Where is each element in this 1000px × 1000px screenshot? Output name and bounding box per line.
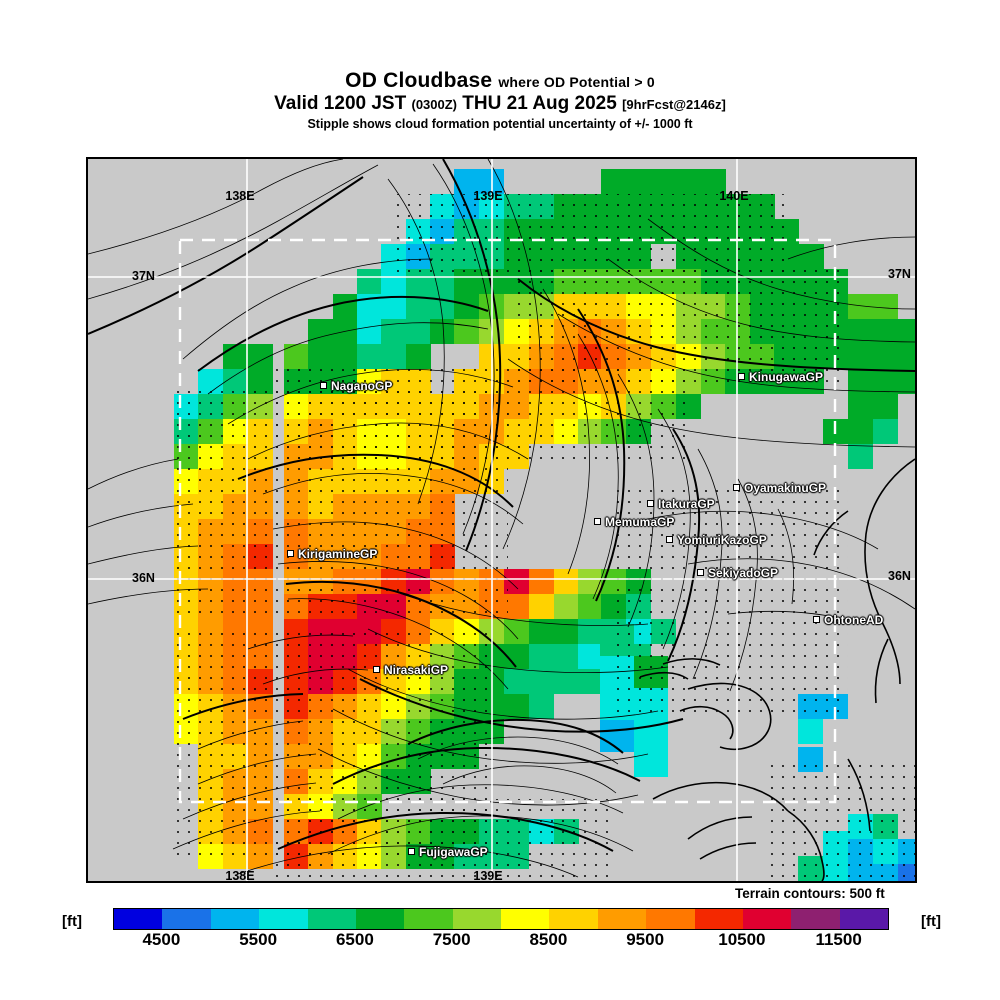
station-marker-icon bbox=[738, 373, 745, 381]
colorbar[interactable] bbox=[113, 908, 889, 930]
station-label: OhtoneAD bbox=[824, 612, 884, 627]
colorbar-tick-8500: 8500 bbox=[529, 930, 568, 949]
lat-label-36n-right: 36N bbox=[888, 569, 911, 583]
map-panel[interactable]: 138E 139E 140E 138E 139E 37N 36N NaganoG… bbox=[86, 157, 917, 883]
lon-label-138e-top: 138E bbox=[225, 189, 255, 203]
station-label: KirigamineGP bbox=[298, 546, 378, 561]
station-marker-icon bbox=[287, 550, 294, 558]
station-marker-icon bbox=[666, 536, 673, 544]
colorbar-tick-5500: 5500 bbox=[239, 930, 278, 949]
station-marker-icon bbox=[697, 569, 704, 577]
station-marker-icon bbox=[408, 848, 415, 856]
colorbar-tick-4500: 4500 bbox=[142, 930, 181, 949]
colorbar-tick-9500: 9500 bbox=[626, 930, 665, 949]
lat-label-37n-right: 37N bbox=[888, 267, 911, 281]
title-condition-text: where OD Potential > 0 bbox=[498, 74, 655, 90]
terrain-contours-bold bbox=[88, 159, 915, 852]
lon-label-139e-top: 139E bbox=[473, 189, 503, 203]
colorbar-tick-11500: 11500 bbox=[815, 930, 862, 949]
terrain-contours bbox=[88, 159, 915, 878]
valid-date-text: THU 21 Aug 2025 bbox=[462, 93, 617, 115]
colorbar-segment-10 bbox=[597, 909, 647, 929]
title-block: OD Cloudbase where OD Potential > 0 Vali… bbox=[0, 69, 1000, 131]
colorbar-segment-15 bbox=[839, 909, 888, 929]
colorbar-segment-1 bbox=[162, 909, 211, 929]
colorbar-segment-7 bbox=[452, 909, 501, 929]
colorbar-panel: [ft] [ft] 4500 5500 6500 7500 8500 9500 10500 1… bbox=[0, 903, 1000, 963]
station-label: NaganoGP bbox=[331, 378, 393, 393]
colorbar-tick-10500: 10500 bbox=[718, 930, 766, 949]
station-label: MemumaGP bbox=[605, 514, 675, 529]
title-main-text: OD Cloudbase bbox=[345, 69, 493, 92]
domain-box bbox=[178, 238, 837, 804]
lat-label-37n-left: 37N bbox=[132, 269, 155, 283]
colorbar-segment-13 bbox=[742, 909, 792, 929]
valid-utc-text: (0300Z) bbox=[411, 97, 458, 113]
terrain-contour-note: Terrain contours: 500 ft bbox=[735, 886, 885, 901]
station-label: SekiyadoGP bbox=[708, 565, 779, 580]
station-label: FujigawaGP bbox=[419, 844, 488, 859]
colorbar-segment-12 bbox=[694, 909, 743, 929]
station-kinugawa[interactable]: KinugawaGP bbox=[738, 369, 823, 384]
graticule bbox=[88, 159, 915, 881]
lat-label-36n-left: 36N bbox=[132, 571, 155, 585]
station-oyamakinu[interactable]: OyamakinuGP bbox=[733, 480, 826, 495]
forecast-stamp-text: [9hrFcst@2146z] bbox=[622, 97, 726, 113]
station-label: ItakuraGP bbox=[658, 496, 715, 511]
station-marker-icon bbox=[647, 500, 654, 508]
station-label: NirasakiGP bbox=[384, 662, 449, 677]
valid-time-text: Valid 1200 JST bbox=[274, 93, 407, 115]
station-marker-icon bbox=[733, 484, 740, 492]
colorbar-segment-14 bbox=[791, 909, 840, 929]
colorbar-tick-6500: 6500 bbox=[335, 930, 374, 949]
station-label: KinugawaGP bbox=[749, 369, 824, 384]
colorbar-unit-right: [ft] bbox=[921, 913, 941, 930]
station-memuma[interactable]: MemumaGP bbox=[594, 514, 674, 529]
colorbar-segment-2 bbox=[210, 909, 260, 929]
lon-label-138e-bottom: 138E bbox=[225, 869, 255, 883]
title-line-main: OD Cloudbase where OD Potential > 0 bbox=[0, 69, 1000, 92]
stipple-overlay bbox=[174, 194, 915, 881]
cloudbase-field-northeast bbox=[823, 369, 915, 469]
station-nagano[interactable]: NaganoGP bbox=[320, 378, 392, 393]
colorbar-segment-4 bbox=[307, 909, 356, 929]
colorbar-segment-8 bbox=[501, 909, 550, 929]
colorbar-segment-5 bbox=[355, 909, 405, 929]
station-marker-icon bbox=[373, 666, 380, 674]
subtitle-text: Stipple shows cloud formation potential … bbox=[307, 116, 693, 131]
colorbar-unit-left: [ft] bbox=[62, 913, 82, 930]
coastline bbox=[639, 458, 915, 881]
station-sekiyado[interactable]: SekiyadoGP bbox=[697, 565, 778, 580]
station-marker-icon bbox=[320, 382, 327, 390]
colorbar-segment-0 bbox=[114, 909, 163, 929]
station-fujigawa[interactable]: FujigawaGP bbox=[408, 844, 488, 859]
station-itakura[interactable]: ItakuraGP bbox=[647, 496, 715, 511]
colorbar-tick-7500: 7500 bbox=[432, 930, 471, 949]
station-nirasaki[interactable]: NirasakiGP bbox=[373, 662, 448, 677]
station-label: YomiuriKazoGP bbox=[677, 532, 767, 547]
lon-label-140e-top: 140E bbox=[719, 189, 749, 203]
station-kirigamine[interactable]: KirigamineGP bbox=[287, 546, 377, 561]
map-graphics bbox=[88, 159, 915, 881]
colorbar-ticks: 4500 5500 6500 7500 8500 9500 10500 11500 bbox=[113, 930, 887, 956]
colorbar-segment-11 bbox=[646, 909, 695, 929]
station-yomiurikazo[interactable]: YomiuriKazoGP bbox=[666, 532, 767, 547]
colorbar-segment-3 bbox=[259, 909, 308, 929]
station-marker-icon bbox=[594, 518, 601, 526]
lon-label-139e-bottom: 139E bbox=[473, 869, 503, 883]
map-canvas: 138E 139E 140E 138E 139E 37N 36N NaganoG… bbox=[88, 159, 915, 881]
station-label: OyamakinuGP bbox=[744, 480, 827, 495]
title-line-valid: Valid 1200 JST (0300Z) THU 21 Aug 2025 [… bbox=[0, 93, 1000, 115]
station-marker-icon bbox=[813, 616, 820, 624]
colorbar-segment-9 bbox=[549, 909, 598, 929]
station-ohtone[interactable]: OhtoneAD bbox=[813, 612, 883, 627]
colorbar-segment-6 bbox=[404, 909, 453, 929]
